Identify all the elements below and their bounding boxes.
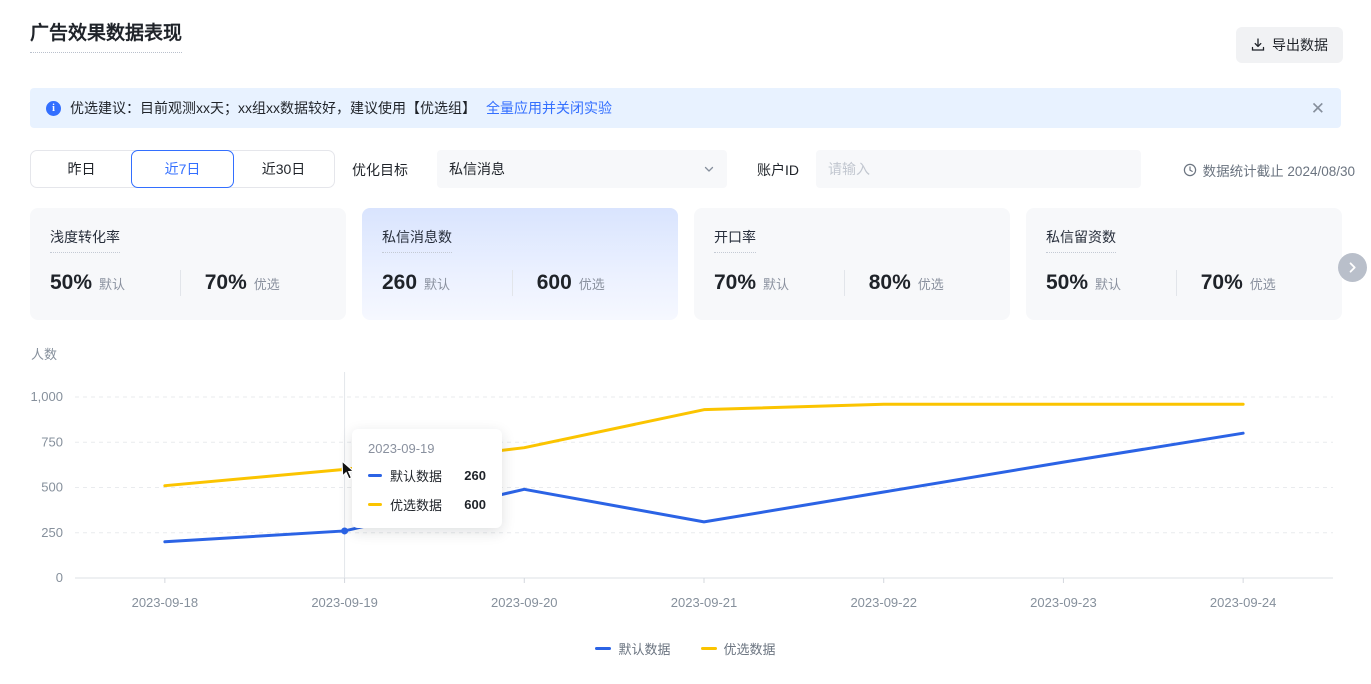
y-axis-name: 人数: [31, 347, 58, 362]
legend-item-optimized[interactable]: 优选数据: [700, 639, 776, 658]
optimized-value: 80%: [868, 271, 911, 294]
card-title: 私信消息数: [382, 227, 452, 253]
export-data-button[interactable]: 导出数据: [1236, 27, 1343, 63]
legend-dash-optimized: [700, 647, 717, 650]
cards-next-button[interactable]: [1338, 253, 1367, 282]
y-axis-tick-label: 500: [41, 480, 63, 495]
legend-item-default[interactable]: 默认数据: [595, 639, 671, 658]
metric-card-shallow-conversion[interactable]: 浅度转化率 50% 默认 70% 优选: [30, 208, 346, 320]
default-value: 50%: [1046, 271, 1089, 294]
card-title: 开口率: [714, 227, 756, 253]
x-axis-label: 2023-09-21: [671, 595, 738, 610]
optimized-label: 优选: [578, 277, 605, 292]
banner-text: 优选建议：目前观测xx天；xx组xx数据较好，建议使用【优选组】: [70, 100, 476, 116]
series-dash-default: [368, 474, 382, 477]
page-title: 广告效果数据表现: [30, 18, 183, 53]
optimized-label: 优选: [1249, 277, 1276, 292]
x-axis-label: 2023-09-18: [132, 595, 199, 610]
x-axis-label: 2023-09-19: [311, 595, 378, 610]
tab-last-7-days[interactable]: 近7日: [131, 150, 234, 188]
suggestion-banner: i 优选建议：目前观测xx天；xx组xx数据较好，建议使用【优选组】 全量应用并…: [30, 88, 1341, 128]
chart-legend: 默认数据 优选数据: [0, 639, 1371, 658]
export-button-label: 导出数据: [1272, 37, 1328, 53]
y-axis-tick-label: 1,000: [30, 389, 63, 404]
tab-yesterday[interactable]: 昨日: [67, 161, 96, 177]
legend-label: 默认数据: [618, 642, 671, 657]
legend-dash-default: [595, 647, 612, 650]
divider: [1175, 270, 1177, 296]
tab-last-30-days[interactable]: 近30日: [261, 161, 306, 177]
metric-cards: 浅度转化率 50% 默认 70% 优选 私信消息数 260 默认 600 优选 开口率 …: [30, 208, 1342, 320]
x-axis-label: 2023-09-20: [491, 595, 558, 610]
legend-label: 优选数据: [723, 642, 776, 657]
x-axis-label: 2023-09-24: [1210, 595, 1277, 610]
close-icon[interactable]: ✕: [1310, 98, 1325, 118]
account-id-input[interactable]: [816, 150, 1141, 188]
default-value: 50%: [50, 271, 93, 294]
card-title: 浅度转化率: [50, 227, 120, 253]
stats-deadline-text: 数据统计截止 2024/08/30: [1202, 164, 1355, 179]
hover-point: [341, 527, 349, 535]
tooltip-date: 2023-09-19: [368, 441, 435, 456]
y-axis-tick-label: 750: [41, 434, 63, 449]
chevron-down-icon: [704, 166, 714, 172]
card-title: 私信留资数: [1046, 227, 1116, 253]
default-value: 70%: [714, 271, 757, 294]
tooltip-series-value: 260: [464, 468, 486, 483]
default-label: 默认: [424, 277, 451, 292]
default-label: 默认: [1095, 277, 1122, 292]
info-icon: i: [46, 100, 61, 116]
chart-tooltip: 2023-09-19 默认数据 260 优选数据 600: [352, 429, 502, 528]
optimized-value: 600: [536, 271, 572, 294]
optimized-label: 优选: [917, 277, 944, 292]
default-label: 默认: [763, 277, 790, 292]
series-dash-optimized: [368, 503, 382, 506]
metric-card-private-leads[interactable]: 私信留资数 50% 默认 70% 优选: [1026, 208, 1342, 320]
y-axis-tick-label: 250: [41, 525, 63, 540]
x-axis-label: 2023-09-23: [1030, 595, 1097, 610]
mouse-cursor: [341, 460, 356, 480]
objective-selected-value: 私信消息: [449, 161, 505, 177]
divider: [179, 270, 181, 296]
optimized-value: 70%: [204, 271, 247, 294]
optimized-value: 70%: [1200, 271, 1243, 294]
tooltip-series-value: 600: [464, 497, 486, 512]
chevron-right-icon: [1349, 262, 1356, 273]
default-value: 260: [382, 271, 418, 294]
clock-icon: [1183, 163, 1196, 177]
tooltip-row: 优选数据 600: [368, 495, 486, 514]
optimized-label: 优选: [253, 277, 280, 292]
divider: [511, 270, 513, 296]
y-axis-tick-label: 0: [56, 570, 63, 585]
date-range-tabs: 昨日 近7日 近30日: [30, 150, 335, 188]
tooltip-row: 默认数据 260: [368, 466, 486, 485]
objective-label: 优化目标: [352, 162, 408, 178]
divider: [843, 270, 845, 296]
objective-select[interactable]: 私信消息: [437, 150, 727, 188]
default-label: 默认: [99, 277, 126, 292]
tooltip-series-name: 默认数据: [390, 469, 443, 484]
stats-deadline: 数据统计截止 2024/08/30: [1183, 160, 1355, 180]
apply-all-link[interactable]: 全量应用并关闭实验: [486, 100, 612, 116]
x-axis-label: 2023-09-22: [850, 595, 917, 610]
account-id-label: 账户ID: [757, 162, 799, 178]
metric-card-open-rate[interactable]: 开口率 70% 默认 80% 优选: [694, 208, 1010, 320]
metric-card-private-messages[interactable]: 私信消息数 260 默认 600 优选: [362, 208, 678, 320]
tooltip-series-name: 优选数据: [390, 498, 443, 513]
download-icon: [1251, 38, 1265, 51]
series-line-优选数据: [163, 402, 1245, 488]
